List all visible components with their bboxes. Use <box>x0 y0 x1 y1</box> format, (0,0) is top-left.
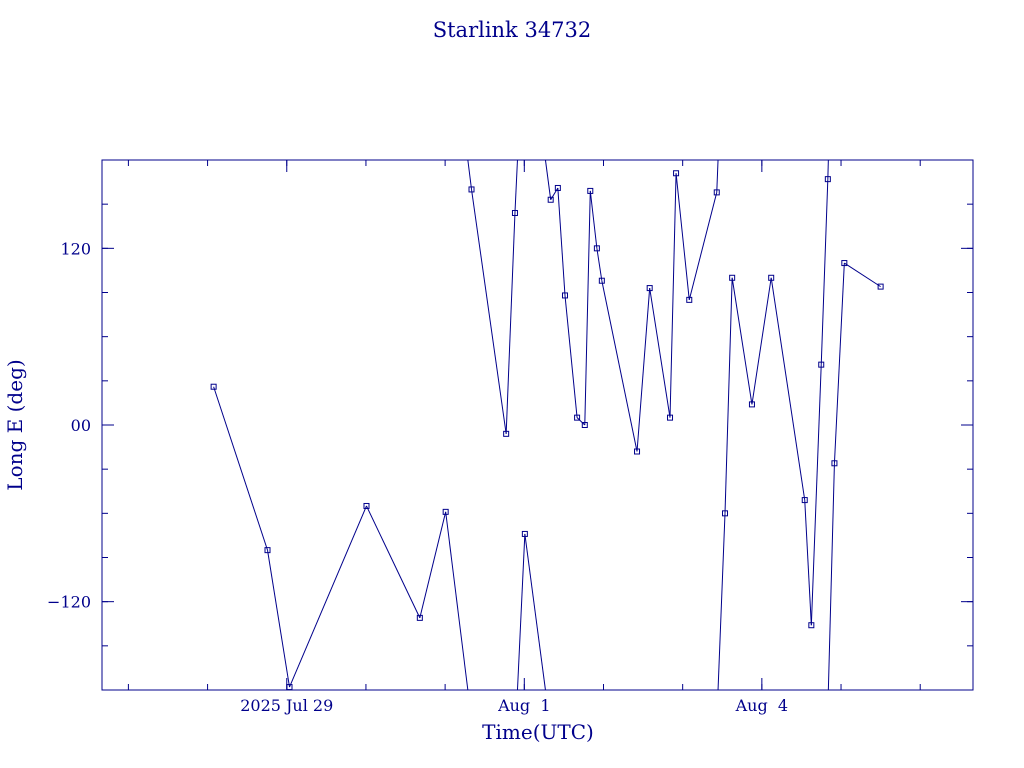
data-point-marker <box>581 422 588 428</box>
data-point-marker <box>824 176 831 183</box>
plot-area <box>210 159 884 691</box>
series-line-segment <box>827 159 829 180</box>
data-point-marker <box>686 296 693 303</box>
data-point-marker <box>748 401 755 408</box>
data-point-marker <box>722 510 729 517</box>
series-line-segment <box>731 277 753 405</box>
data-point-marker <box>801 497 808 504</box>
data-point-marker <box>286 684 293 691</box>
series-line-segment <box>716 159 719 193</box>
data-point-marker <box>841 260 848 267</box>
series-line-segment <box>557 187 566 296</box>
series-line-segment <box>445 511 469 691</box>
data-point-marker <box>511 210 518 216</box>
data-point-marker <box>574 414 581 421</box>
data-point-marker <box>831 460 838 467</box>
data-point-marker <box>593 245 600 252</box>
y-tick-label: −120 <box>47 593 91 612</box>
series-line-segment <box>601 280 638 452</box>
chart-title: Starlink 34732 <box>433 18 592 42</box>
series-line-segment <box>505 212 516 434</box>
data-point-marker <box>634 448 641 455</box>
x-axis-label: Time(UTC) <box>482 720 594 744</box>
data-point-marker <box>363 502 370 509</box>
data-point-marker <box>468 186 475 193</box>
series-line-segment <box>514 159 518 214</box>
series-line-segment <box>636 288 651 452</box>
series-line-segment <box>649 288 671 418</box>
series-line-segment <box>751 277 772 405</box>
series-line-segment <box>688 192 718 300</box>
series-line-segment <box>516 533 526 691</box>
series-line-segment <box>810 364 822 626</box>
series-line-segment <box>675 173 690 300</box>
y-tick-label: 00 <box>71 416 91 435</box>
x-tick-label: 2025 Jul 29 <box>240 696 333 715</box>
series-line-segment <box>576 417 586 426</box>
data-point-marker <box>210 383 217 390</box>
series-line-segment <box>844 262 881 288</box>
data-point-marker <box>442 508 449 515</box>
series-line-segment <box>419 511 447 618</box>
series-line-segment <box>584 190 591 426</box>
data-point-marker <box>818 361 825 368</box>
series-line-segment <box>564 295 578 418</box>
series-line-segment <box>289 505 367 688</box>
series-line-segment <box>550 187 559 201</box>
series-line-segment <box>827 463 835 691</box>
series-line-segment <box>589 190 598 249</box>
series-line-segment <box>770 277 806 501</box>
x-tick-label: Aug 1 <box>497 696 550 715</box>
data-point-marker <box>646 285 653 292</box>
data-point-marker <box>503 430 510 437</box>
series-line-segment <box>544 159 552 200</box>
plot-frame <box>101 159 974 691</box>
data-point-marker <box>673 170 680 177</box>
y-axis-ticks: 120 00 −120 <box>47 239 973 612</box>
data-point-marker <box>877 283 884 290</box>
series-line-segment <box>717 513 726 691</box>
x-tick-label: Aug 4 <box>735 696 788 715</box>
data-point-marker <box>808 622 815 629</box>
series-line-segment <box>820 179 829 365</box>
data-point-marker <box>554 184 561 191</box>
data-point-marker <box>598 277 605 284</box>
data-point-marker <box>587 187 594 194</box>
data-point-marker <box>768 274 775 281</box>
data-point-marker <box>667 414 674 421</box>
data-point-marker <box>561 292 568 299</box>
series-line-segment <box>669 173 677 418</box>
y-axis-label: Long E (deg) <box>3 359 27 490</box>
x-axis-ticks: 2025 Jul 29 Aug 1 Aug 4 <box>240 160 788 715</box>
data-point-marker <box>729 274 736 281</box>
series-line-segment <box>524 533 546 691</box>
series-line-segment <box>724 277 733 514</box>
series-line-segment <box>804 500 812 626</box>
series-line-segment <box>366 505 421 619</box>
minor-ticks <box>102 160 973 690</box>
data-point-marker <box>713 189 720 196</box>
data-point-marker <box>264 547 271 554</box>
series-line-segment <box>213 386 268 551</box>
data-point-marker <box>547 196 554 203</box>
series-line-segment <box>471 189 507 434</box>
series-line-segment <box>596 248 603 281</box>
series-line-segment <box>833 263 845 464</box>
data-point-marker <box>416 614 423 621</box>
series-line-segment <box>267 550 291 688</box>
series-line-segment <box>467 159 473 190</box>
data-point-marker <box>521 530 528 537</box>
y-tick-label: 120 <box>60 239 91 258</box>
